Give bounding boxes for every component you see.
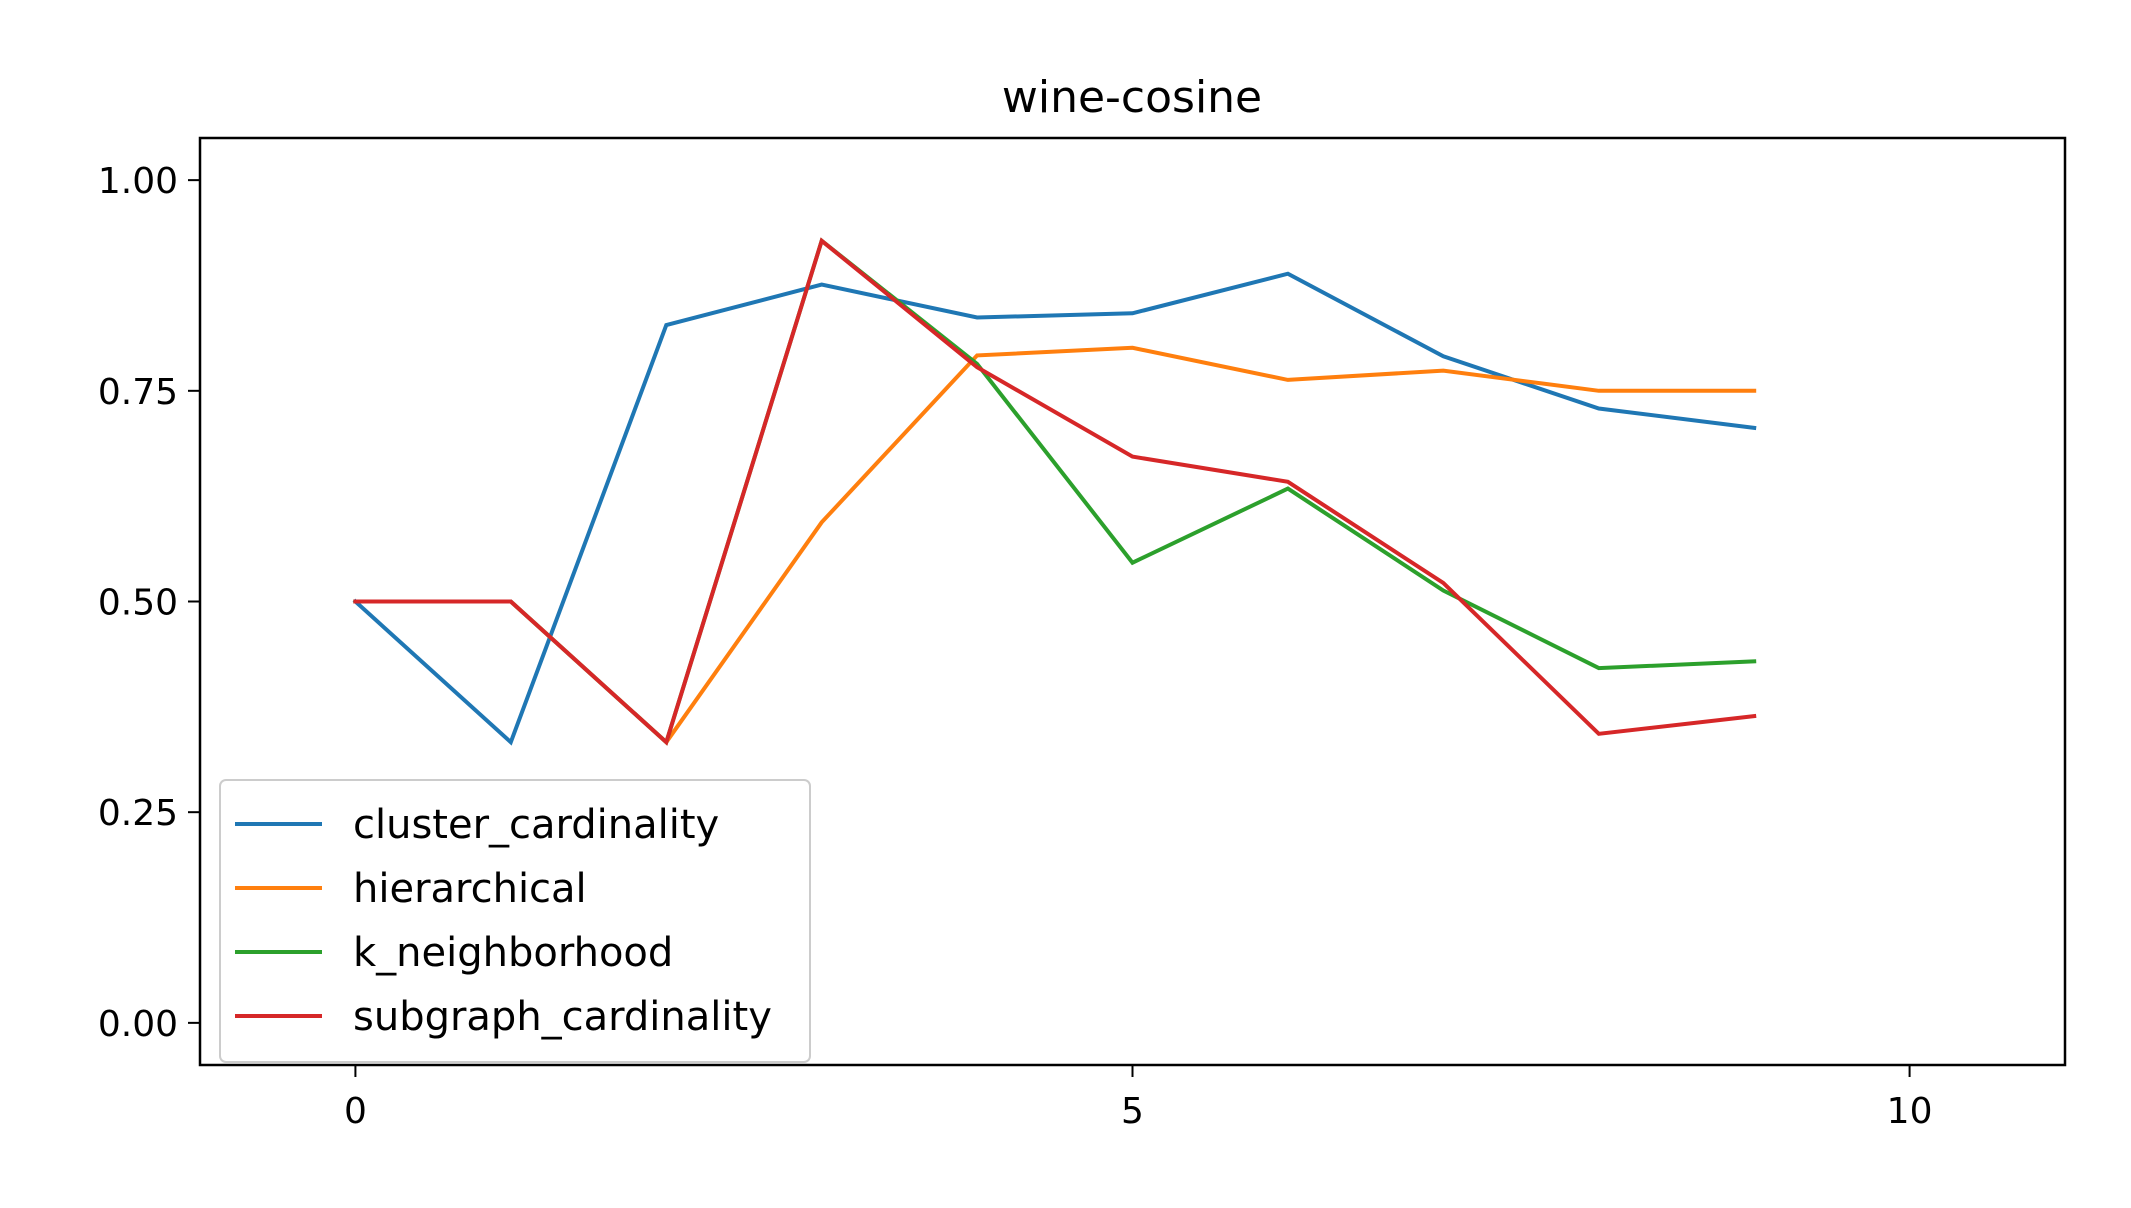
y-tick-label: 0.75 xyxy=(98,372,178,413)
legend-label-2: k_neighborhood xyxy=(353,930,673,976)
y-tick-label: 0.50 xyxy=(98,583,178,624)
y-tick-label: 0.00 xyxy=(98,1004,178,1045)
legend: cluster_cardinality hierarchical k_neighbo… xyxy=(219,779,811,1063)
legend-box xyxy=(219,779,811,1063)
axes: 0 5 10 0.00 0.25 0.50 0.75 1.00 xyxy=(98,136,2067,1132)
legend-label-3: subgraph_cardinality xyxy=(353,994,772,1040)
x-tick-label: 0 xyxy=(344,1091,367,1132)
y-tick-label: 0.25 xyxy=(98,793,178,834)
series-line-3 xyxy=(353,237,1757,746)
legend-label-0: cluster_cardinality xyxy=(353,802,719,848)
chart-title: wine-cosine xyxy=(1002,72,1262,123)
legend-label-1: hierarchical xyxy=(353,866,587,912)
y-tick-label: 1.00 xyxy=(98,161,178,202)
plot-area xyxy=(352,237,1757,746)
x-tick-label: 10 xyxy=(1887,1091,1933,1132)
x-tick-label: 5 xyxy=(1121,1091,1144,1132)
series-line-0 xyxy=(352,271,1757,746)
